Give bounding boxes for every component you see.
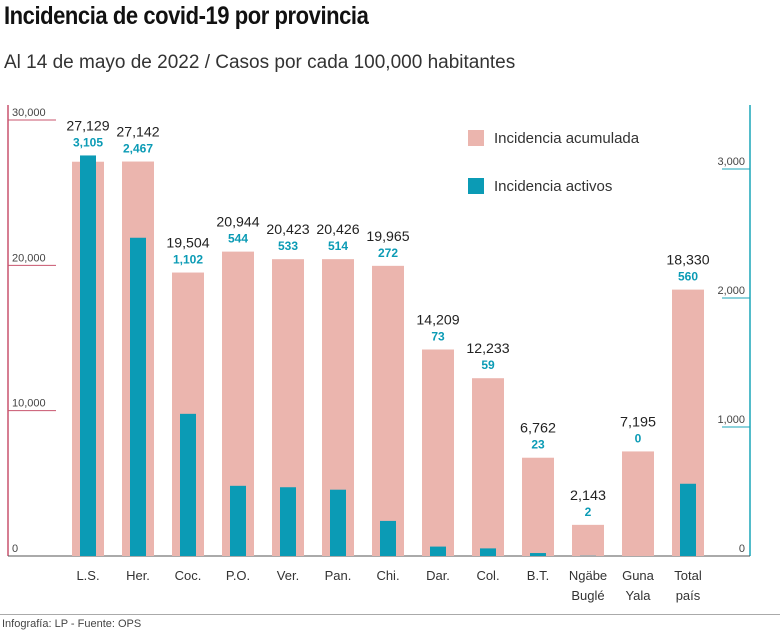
bar-acumulada xyxy=(372,265,404,556)
label-activos: 1,102 xyxy=(173,253,203,267)
bar-acumulada xyxy=(422,349,454,556)
bar-activos xyxy=(130,237,146,556)
bar-activos xyxy=(480,548,496,556)
left-tick-label: 0 xyxy=(12,543,18,555)
category-label: Col. xyxy=(476,568,499,583)
label-activos: 59 xyxy=(481,358,495,372)
left-tick-label: 20,000 xyxy=(12,252,46,264)
label-acumulada: 20,423 xyxy=(266,221,309,237)
label-acumulada: 7,195 xyxy=(620,413,656,429)
category-label: P.O. xyxy=(226,568,250,583)
category-label: Yala xyxy=(625,588,651,603)
category-label: Coc. xyxy=(175,568,202,583)
category-label: Buglé xyxy=(571,588,604,603)
bar-activos xyxy=(280,487,296,556)
legend-label-activos: Incidencia activos xyxy=(494,178,612,195)
bar-acumulada xyxy=(622,451,654,556)
label-activos: 272 xyxy=(378,246,398,260)
category-label: Ver. xyxy=(277,568,299,583)
legend-swatch-acumulada xyxy=(468,130,484,146)
bar-activos xyxy=(330,489,346,556)
chart: 0 10,000 20,000 30,000 0 1,000 2,000 3,000 3,105… xyxy=(7,105,751,603)
footer-divider xyxy=(0,614,780,615)
label-activos: 2 xyxy=(585,505,592,519)
label-activos: 560 xyxy=(678,270,698,284)
label-acumulada: 2,143 xyxy=(570,487,606,503)
label-acumulada: 20,944 xyxy=(216,214,259,230)
left-tick-label: 30,000 xyxy=(12,107,46,119)
category-label: Guna xyxy=(622,568,655,583)
label-acumulada: 12,233 xyxy=(466,340,509,356)
bar-activos xyxy=(530,553,546,556)
category-label: Chi. xyxy=(376,568,399,583)
bar-activos xyxy=(80,155,96,556)
bar-acumulada xyxy=(522,457,554,556)
legend-swatch-activos xyxy=(468,178,484,194)
label-acumulada: 6,762 xyxy=(520,420,556,436)
label-activos: 3,105 xyxy=(73,135,103,149)
category-label: Pan. xyxy=(325,568,352,583)
label-acumulada: 19,965 xyxy=(366,228,409,244)
label-acumulada: 14,209 xyxy=(416,311,459,327)
label-activos: 514 xyxy=(328,239,348,253)
label-activos: 544 xyxy=(228,232,248,246)
chart-title: Incidencia de covid-19 por provincia xyxy=(4,2,369,30)
category-label: Her. xyxy=(126,568,150,583)
category-label: Total xyxy=(674,568,702,583)
chart-subtitle: Al 14 de mayo de 2022 / Casos por cada 1… xyxy=(4,52,516,73)
right-tick-label: 3,000 xyxy=(717,156,745,168)
bar-acumulada xyxy=(472,378,504,556)
label-activos: 73 xyxy=(431,329,445,343)
bar-activos xyxy=(430,546,446,556)
label-acumulada: 27,142 xyxy=(116,124,159,140)
category-label: B.T. xyxy=(527,568,549,583)
right-tick-label: 1,000 xyxy=(717,414,745,426)
bar-activos xyxy=(680,483,696,556)
label-acumulada: 19,504 xyxy=(166,235,209,251)
label-acumulada: 27,129 xyxy=(66,117,109,133)
bar-activos xyxy=(180,413,196,556)
label-acumulada: 18,330 xyxy=(666,252,709,268)
category-label: Dar. xyxy=(426,568,450,583)
bar-acumulada xyxy=(572,524,604,556)
bar-activos xyxy=(380,520,396,556)
category-label: L.S. xyxy=(76,568,99,583)
category-label: país xyxy=(676,588,701,603)
label-activos: 2,467 xyxy=(123,142,153,156)
category-label: Ngäbe xyxy=(569,568,607,583)
label-activos: 23 xyxy=(531,438,545,452)
right-tick-label: 0 xyxy=(739,543,745,555)
label-activos: 0 xyxy=(635,431,642,445)
label-acumulada: 20,426 xyxy=(316,221,359,237)
label-activos: 533 xyxy=(278,239,298,253)
credit: Infografía: LP - Fuente: OPS xyxy=(2,618,142,630)
right-tick-label: 2,000 xyxy=(717,285,745,297)
left-tick-label: 10,000 xyxy=(12,398,46,410)
legend-label-acumulada: Incidencia acumulada xyxy=(494,130,640,147)
bar-activos xyxy=(230,485,246,556)
